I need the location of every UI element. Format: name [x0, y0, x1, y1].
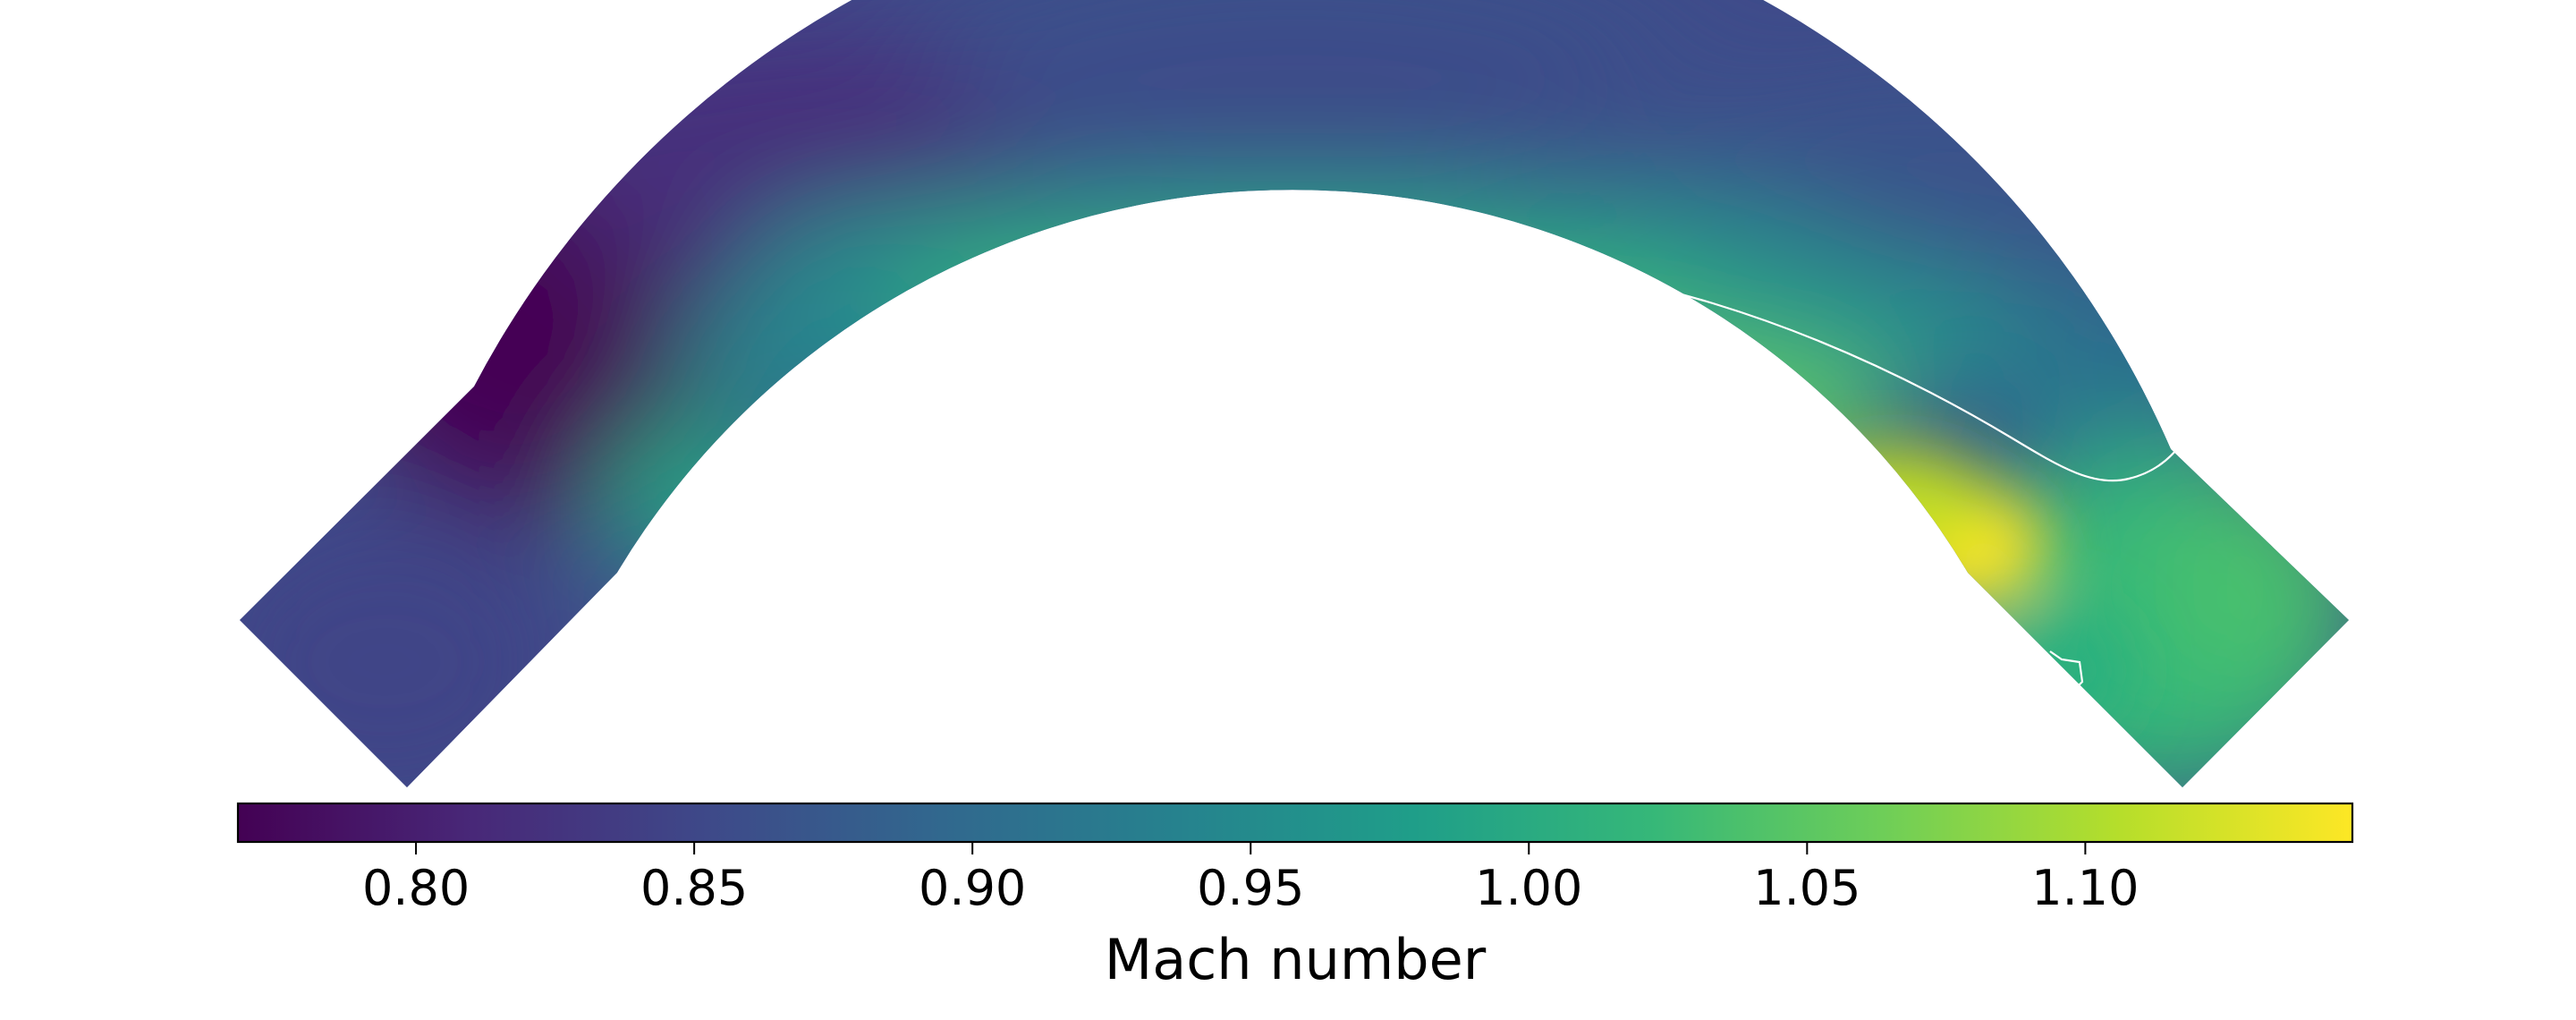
- colorbar-tick-label: 0.90: [919, 860, 1026, 916]
- colorbar-tick-label: 1.05: [1753, 860, 1860, 916]
- colorbar-tick-label: 1.00: [1475, 860, 1582, 916]
- colorbar-label: Mach number: [1105, 927, 1487, 992]
- sonic-line-contour: [708, 254, 2182, 688]
- colorbar-tick-label: 0.85: [640, 860, 748, 916]
- colorbar: 0.80 0.85 0.90 0.95 1.00 1.05 1.10 Mach number: [236, 802, 2354, 992]
- colorbar-ticks: 0.80 0.85 0.90 0.95 1.00 1.05 1.10: [362, 842, 2140, 916]
- colorbar-gradient: [236, 802, 2354, 844]
- colorbar-tick-label: 0.80: [362, 860, 470, 916]
- colorbar-tick-label: 0.95: [1197, 860, 1304, 916]
- colorbar-tick-label: 1.10: [2031, 860, 2139, 916]
